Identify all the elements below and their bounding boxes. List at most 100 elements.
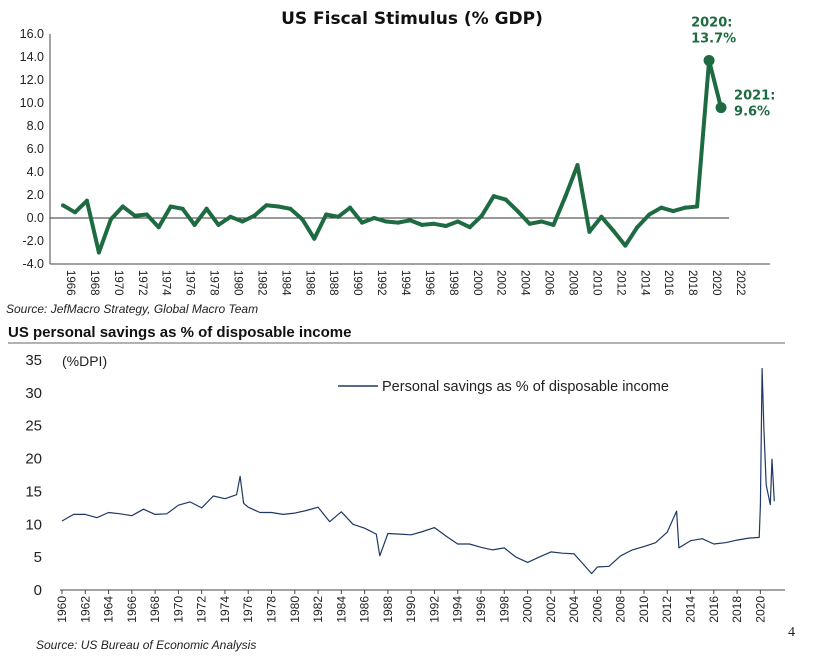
savings-x-tick-label: 2018 xyxy=(730,596,744,623)
savings-x-tick-label: 2014 xyxy=(684,596,698,623)
stimulus-data-point xyxy=(407,218,412,223)
stimulus-x-tick-label: 1970 xyxy=(112,270,124,296)
stimulus-data-point xyxy=(108,217,113,222)
stimulus-data-point xyxy=(455,219,460,224)
savings-x-tick-label: 1974 xyxy=(218,596,232,623)
savings-y-ticks: 35 30 25 20 15 10 5 0 xyxy=(25,352,42,599)
stimulus-data-point xyxy=(419,222,424,227)
stimulus-x-tick-label: 1976 xyxy=(184,270,196,296)
stimulus-data-point xyxy=(216,222,221,227)
stimulus-data-point xyxy=(515,209,520,214)
savings-x-tick-label: 1966 xyxy=(125,596,139,623)
stimulus-x-tick-label: 1992 xyxy=(375,270,387,296)
stimulus-data-point xyxy=(659,205,664,210)
stimulus-data-point xyxy=(180,206,185,211)
savings-y-tick-label: 10 xyxy=(25,516,42,533)
savings-x-tick-label: 2006 xyxy=(590,596,604,623)
stimulus-x-tick-label: 1984 xyxy=(279,270,291,296)
stimulus-data-point xyxy=(491,194,496,199)
savings-y-tick-label: 15 xyxy=(25,483,42,500)
stimulus-data-point xyxy=(563,194,568,199)
stimulus-data-point xyxy=(611,228,616,233)
savings-x-tick-label: 1996 xyxy=(474,596,488,623)
savings-y-tick-label: 5 xyxy=(34,549,42,566)
stimulus-data-point xyxy=(683,205,688,210)
stimulus-data-point xyxy=(132,213,137,218)
stimulus-x-tick-label: 2016 xyxy=(662,270,674,296)
stimulus-x-ticks: 1966 1968 1970 1972 1974 1976 1978 1980 1982 1984… xyxy=(64,270,746,296)
savings-x-tick-label: 1998 xyxy=(497,596,511,623)
stimulus-data-point xyxy=(396,220,400,225)
stimulus-x-tick-label: 2012 xyxy=(614,270,626,296)
savings-x-tick-label: 2010 xyxy=(637,596,651,623)
stimulus-data-point xyxy=(300,217,305,222)
savings-x-tick-label: 1960 xyxy=(55,596,69,623)
stimulus-x-tick-label: 2014 xyxy=(638,270,650,296)
savings-x-ticks: 1960 1962 1964 1966 1968 1970 1972 1974 1976 1978… xyxy=(55,590,767,623)
stimulus-x-tick-label: 1972 xyxy=(136,270,148,296)
savings-legend-label: Personal savings as % of disposable inco… xyxy=(382,379,669,395)
page-number: 4 xyxy=(788,625,795,640)
stimulus-x-tick-label: 2002 xyxy=(495,270,507,296)
stimulus-data-point xyxy=(575,163,580,168)
stimulus-chart-title: US Fiscal Stimulus (% GDP) xyxy=(281,9,543,29)
stimulus-data-point xyxy=(527,221,532,226)
savings-x-tick-label: 2016 xyxy=(707,596,721,623)
stimulus-y-tick-label: 10.0 xyxy=(20,96,44,110)
stimulus-x-tick-label: 1982 xyxy=(255,270,267,296)
stimulus-chart: US Fiscal Stimulus (% GDP) 16.014.012.01… xyxy=(20,9,776,296)
stimulus-highlight-point xyxy=(703,54,715,66)
stimulus-data-point xyxy=(360,220,365,225)
savings-x-tick-label: 1994 xyxy=(451,596,465,623)
stimulus-data-point xyxy=(384,219,389,224)
savings-y-tick-label: 0 xyxy=(34,582,42,599)
savings-x-tick-label: 1972 xyxy=(195,596,209,623)
stimulus-data-point xyxy=(324,212,329,217)
stimulus-x-tick-label: 2018 xyxy=(686,270,698,296)
stimulus-data-point xyxy=(61,203,65,208)
stimulus-x-tick-label: 1986 xyxy=(303,270,315,296)
stimulus-annotations: 2020:13.7% 2021:9.6% xyxy=(691,15,775,119)
savings-x-tick-label: 1964 xyxy=(102,596,116,623)
savings-source-note: Source: US Bureau of Economic Analysis xyxy=(36,638,256,652)
savings-x-tick-label: 1990 xyxy=(404,596,418,623)
stimulus-data-point xyxy=(168,204,173,209)
stimulus-x-tick-label: 1994 xyxy=(399,270,411,296)
stimulus-data-point xyxy=(647,212,652,217)
savings-x-tick-label: 2012 xyxy=(660,596,674,623)
stimulus-x-tick-label: 2008 xyxy=(567,270,579,296)
savings-x-tick-label: 1992 xyxy=(427,596,441,623)
savings-series-line xyxy=(61,367,775,575)
stimulus-data-point xyxy=(96,250,101,255)
savings-x-tick-label: 1980 xyxy=(288,596,302,623)
stimulus-x-tick-label: 2022 xyxy=(734,270,746,296)
stimulus-x-tick-label: 2020 xyxy=(710,270,722,296)
stimulus-x-tick-label: 1988 xyxy=(327,270,339,296)
stimulus-x-tick-label: 1966 xyxy=(64,270,76,296)
stimulus-data-point xyxy=(551,222,556,227)
stimulus-y-tick-label: 6.0 xyxy=(27,142,44,156)
stimulus-data-point xyxy=(671,209,676,214)
stimulus-x-tick-label: 2000 xyxy=(471,270,483,296)
savings-x-tick-label: 2000 xyxy=(521,596,535,623)
stimulus-x-tick-label: 1980 xyxy=(232,270,244,296)
savings-chart-title: US personal savings as % of disposable i… xyxy=(8,324,351,341)
savings-y-tick-label: 20 xyxy=(25,451,42,468)
savings-x-tick-label: 1968 xyxy=(148,596,162,623)
stimulus-data-point xyxy=(635,225,640,230)
stimulus-x-tick-label: 2010 xyxy=(590,270,602,296)
savings-legend: Personal savings as % of disposable inco… xyxy=(338,379,669,395)
savings-x-tick-label: 2020 xyxy=(753,596,767,623)
savings-y-tick-label: 30 xyxy=(25,385,42,402)
stimulus-y-tick-label: -4.0 xyxy=(22,257,44,271)
stimulus-data-point xyxy=(84,198,89,203)
stimulus-x-tick-label: 2004 xyxy=(519,270,531,296)
stimulus-data-point xyxy=(431,221,436,226)
savings-x-tick-label: 1978 xyxy=(265,596,279,623)
stimulus-data-point xyxy=(252,213,257,218)
stimulus-data-point xyxy=(312,236,317,241)
stimulus-y-tick-label: 14.0 xyxy=(20,50,44,64)
savings-x-tick-label: 1982 xyxy=(311,596,325,623)
stimulus-annotation-text: 2021: xyxy=(734,89,775,104)
